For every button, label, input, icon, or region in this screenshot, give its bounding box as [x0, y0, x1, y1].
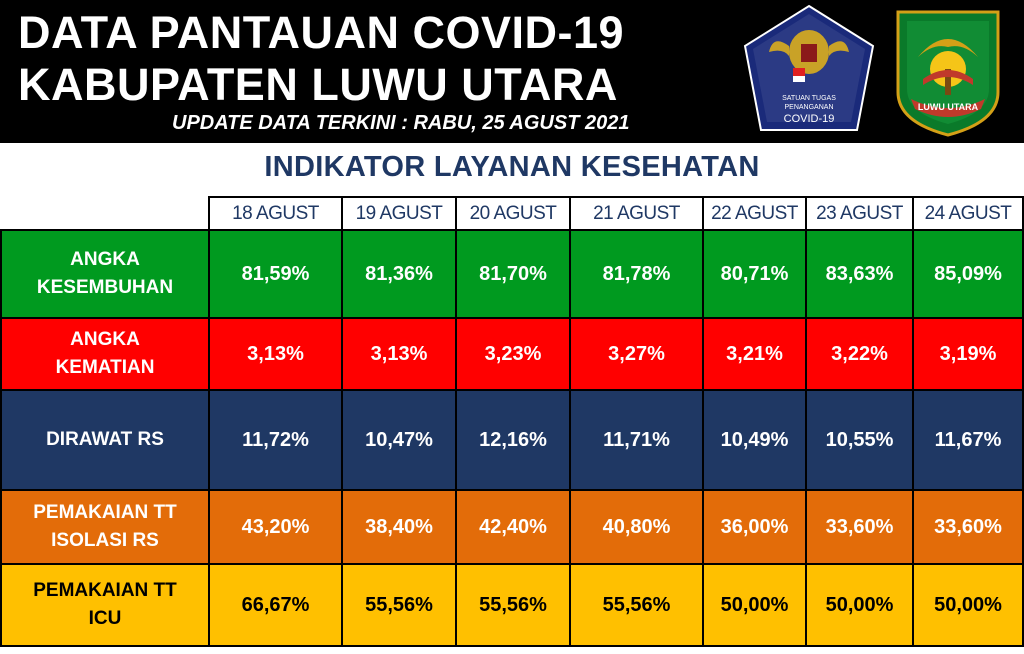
row-label-line1: ANGKA	[70, 249, 140, 271]
value-cell: 40,80%	[569, 489, 704, 565]
date-header-row: 18 AGUST 19 AGUST 20 AGUST 21 AGUST 22 A…	[1, 196, 1024, 231]
value-cell: 36,00%	[702, 489, 807, 565]
row-label-line1: PEMAKAIAN TT	[33, 580, 177, 602]
value-cell: 3,22%	[805, 317, 914, 391]
date-header-cell: 22 AGUST	[702, 196, 807, 231]
value-cell: 55,56%	[569, 563, 704, 647]
row-label-line1: DIRAWAT RS	[46, 429, 164, 451]
satgas-logo-text2: PENANGANAN	[784, 104, 833, 111]
row-pemakaian-tt-icu: PEMAKAIAN TT ICU 66,67% 55,56% 55,56% 55…	[0, 563, 1024, 647]
value-cell: 11,71%	[569, 389, 704, 491]
value-cell: 10,55%	[805, 389, 914, 491]
row-dirawat-rs: DIRAWAT RS 11,72% 10,47% 12,16% 11,71% 1…	[0, 389, 1024, 491]
value-cell: 85,09%	[912, 229, 1024, 319]
date-header-cell: 19 AGUST	[341, 196, 457, 231]
row-label: DIRAWAT RS	[0, 389, 210, 491]
value-cell: 3,19%	[912, 317, 1024, 391]
date-header-cell: 23 AGUST	[805, 196, 914, 231]
value-cell: 50,00%	[912, 563, 1024, 647]
value-cell: 3,23%	[455, 317, 571, 391]
date-header-cell: 21 AGUST	[569, 196, 704, 231]
row-label-line2: KESEMBUHAN	[36, 277, 174, 298]
value-cell: 81,36%	[341, 229, 457, 319]
row-label-line2: KEMATIAN	[55, 357, 155, 378]
value-cell: 33,60%	[912, 489, 1024, 565]
value-cell: 66,67%	[208, 563, 343, 647]
row-label-line2: ISOLASI RS	[51, 530, 159, 551]
row-label: PEMAKAIAN TT ISOLASI RS	[0, 489, 210, 565]
row-label: ANGKA KESEMBUHAN	[0, 229, 210, 319]
value-cell: 11,67%	[912, 389, 1024, 491]
value-cell: 81,59%	[208, 229, 343, 319]
value-cell: 55,56%	[341, 563, 457, 647]
value-cell: 3,21%	[702, 317, 807, 391]
satgas-logo-text3: COVID-19	[784, 113, 835, 125]
page-title-line1: DATA PANTAUAN COVID-19	[18, 7, 624, 58]
value-cell: 50,00%	[805, 563, 914, 647]
value-cell: 3,13%	[341, 317, 457, 391]
luwu-utara-emblem: LUWU UTARA	[896, 10, 1000, 137]
row-label: PEMAKAIAN TT ICU	[0, 563, 210, 647]
header-banner: DATA PANTAUAN COVID-19 KABUPATEN LUWU UT…	[0, 0, 1024, 143]
value-cell: 3,27%	[569, 317, 704, 391]
value-cell: 50,00%	[702, 563, 807, 647]
value-cell: 12,16%	[455, 389, 571, 491]
table-corner	[1, 197, 209, 230]
value-cell: 42,40%	[455, 489, 571, 565]
date-header-cell: 24 AGUST	[912, 196, 1024, 231]
value-cell: 38,40%	[341, 489, 457, 565]
value-cell: 11,72%	[208, 389, 343, 491]
row-pemakaian-tt-isolasi: PEMAKAIAN TT ISOLASI RS 43,20% 38,40% 42…	[0, 489, 1024, 565]
value-cell: 33,60%	[805, 489, 914, 565]
satgas-logo-text1: SATUAN TUGAS	[782, 95, 836, 102]
row-angka-kesembuhan: ANGKA KESEMBUHAN 81,59% 81,36% 81,70% 81…	[0, 229, 1024, 319]
value-cell: 10,47%	[341, 389, 457, 491]
value-cell: 10,49%	[702, 389, 807, 491]
date-header-cell: 18 AGUST	[208, 196, 343, 231]
value-cell: 83,63%	[805, 229, 914, 319]
satgas-covid-logo: SATUAN TUGAS PENANGANAN COVID-19	[743, 4, 875, 131]
row-label-line1: ANGKA	[70, 329, 140, 351]
value-cell: 43,20%	[208, 489, 343, 565]
section-title: INDIKATOR LAYANAN KESEHATAN	[264, 151, 760, 183]
luwu-emblem-text: LUWU UTARA	[918, 102, 979, 112]
value-cell: 3,13%	[208, 317, 343, 391]
page-title-line2: KABUPATEN LUWU UTARA	[18, 59, 618, 110]
row-label-line1: PEMAKAIAN TT	[33, 502, 177, 524]
health-indicator-table: 18 AGUST 19 AGUST 20 AGUST 21 AGUST 22 A…	[0, 196, 1024, 647]
value-cell: 80,71%	[702, 229, 807, 319]
date-header-cell: 20 AGUST	[455, 196, 571, 231]
row-label-line2: ICU	[88, 608, 122, 629]
value-cell: 81,78%	[569, 229, 704, 319]
row-label: ANGKA KEMATIAN	[0, 317, 210, 391]
row-angka-kematian: ANGKA KEMATIAN 3,13% 3,13% 3,23% 3,27% 3…	[0, 317, 1024, 391]
value-cell: 81,70%	[455, 229, 571, 319]
value-cell: 55,56%	[455, 563, 571, 647]
update-date-text: UPDATE DATA TERKINI : RABU, 25 AGUST 202…	[172, 112, 630, 134]
